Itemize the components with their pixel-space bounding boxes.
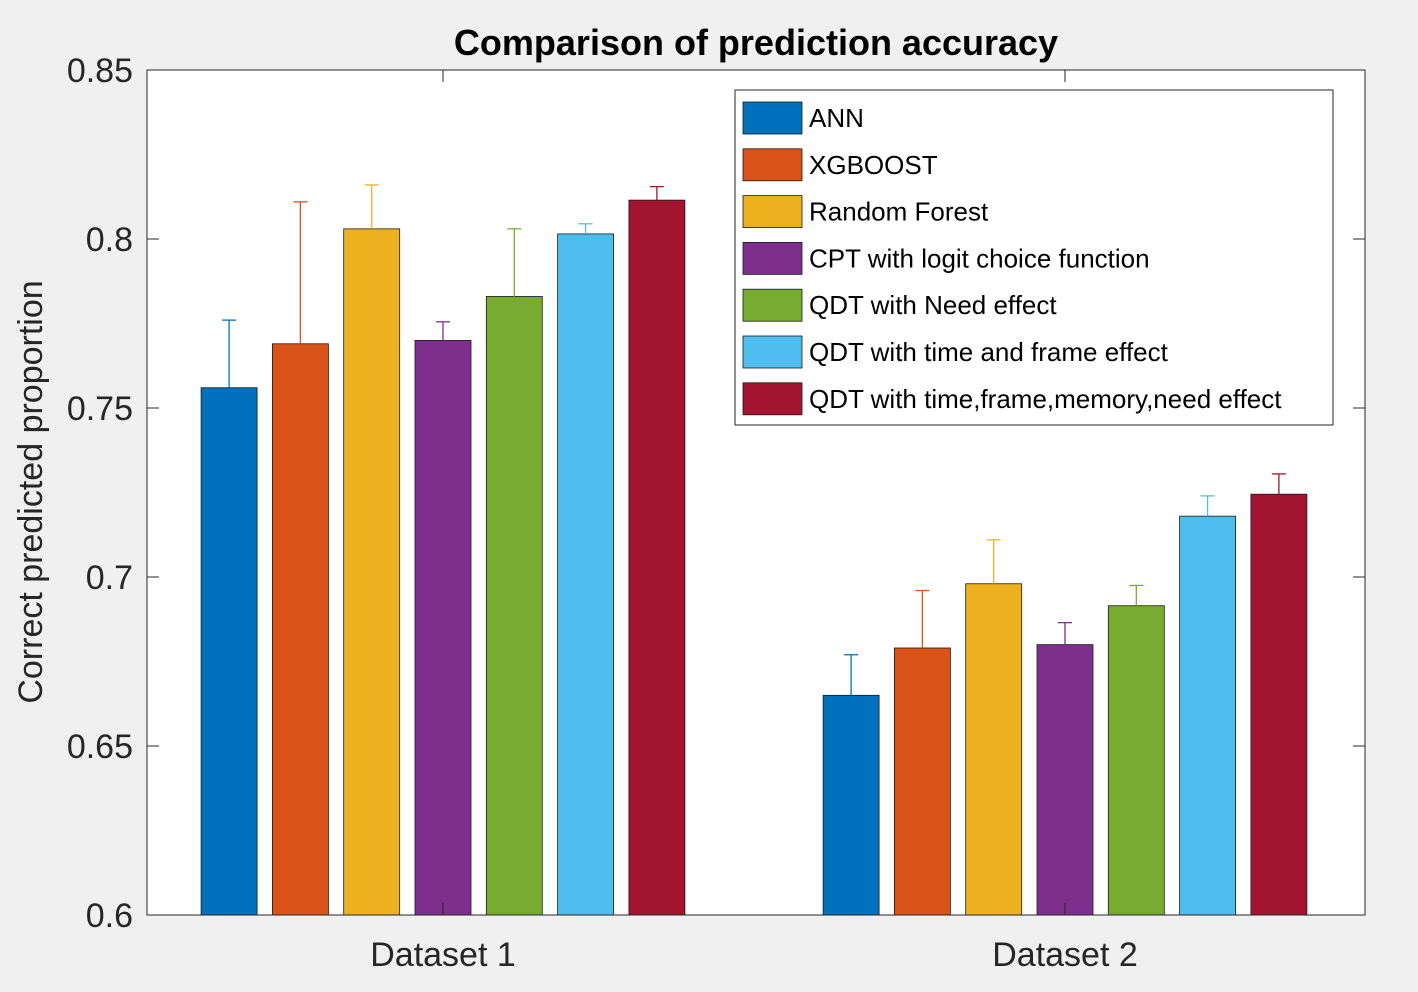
bar (1107, 605, 1165, 916)
bar (343, 228, 401, 916)
legend-box (734, 89, 1334, 426)
bar (414, 339, 472, 916)
legend-swatch (742, 241, 803, 275)
bar (271, 343, 329, 916)
chart-title: Comparison of prediction accuracy (454, 22, 1058, 63)
bar (628, 199, 686, 916)
bar (965, 583, 1023, 916)
legend: ANN XGBOOST Random Forest CPT with logit ch… (734, 89, 1334, 426)
legend-swatch (742, 101, 803, 135)
bar (200, 387, 258, 916)
y-tick-label: 0.65 (67, 728, 133, 766)
legend-swatch (742, 335, 803, 369)
legend-label: QDT with Need effect (809, 290, 1057, 320)
legend-swatch (742, 288, 803, 322)
legend-label: XGBOOST (809, 150, 938, 180)
y-tick-label: 0.6 (86, 897, 133, 935)
legend-swatch (742, 382, 803, 416)
bar (1250, 493, 1308, 916)
legend-label: ANN (809, 103, 864, 133)
bar (822, 694, 880, 916)
bar (557, 233, 614, 916)
legend-swatch (742, 195, 803, 229)
x-tick-label: Dataset 2 (992, 936, 1138, 974)
y-axis-label: Correct predicted proportion (12, 280, 50, 703)
legend-label: CPT with logit choice function (809, 243, 1150, 273)
legend-label: QDT with time,frame,memory,need effect (809, 384, 1282, 414)
legend-swatch (742, 148, 803, 182)
bar (1179, 515, 1236, 916)
y-tick-label: 0.8 (86, 221, 133, 259)
y-tick-label: 0.75 (67, 390, 133, 428)
bar (485, 296, 543, 916)
axes-layer: 0.6 0.65 0.7 0.75 0.8 0.85 Dataset 1 Dataset 2 (67, 52, 1366, 974)
bars-layer (200, 184, 1308, 916)
y-tick-label: 0.7 (86, 559, 133, 597)
plot-frame (146, 69, 1366, 916)
legend-label: Random Forest (809, 197, 989, 227)
bar (894, 647, 951, 916)
legend-label: QDT with time and frame effect (809, 337, 1169, 367)
x-tick-label: Dataset 1 (370, 936, 516, 974)
y-tick-label: 0.85 (67, 52, 133, 90)
bar (1036, 644, 1094, 916)
